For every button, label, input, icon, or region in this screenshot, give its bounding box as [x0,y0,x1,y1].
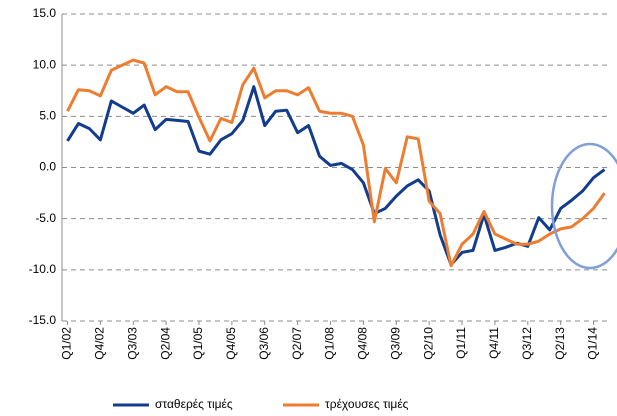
x-tick-label: Q3/12 [520,327,534,360]
y-tick-label: 5.0 [39,109,56,123]
plot: -15.0 -10.0 -5.0 0.0 5.0 10.0 15.0 Q1/02 Q4/02 Q3… [29,6,610,411]
x-tick-label: Q4/11 [487,327,501,359]
x-tick-label: Q4/08 [356,327,370,360]
x-tick-label: Q3/06 [257,327,271,360]
y-tick-label: -15.0 [29,313,57,327]
y-tick-label: 15.0 [33,6,57,20]
x-tick-label: Q2/04 [158,327,172,360]
x-tick-label: Q1/05 [191,327,205,360]
line-series [66,58,606,268]
y-tick-label: -5.0 [35,211,56,225]
x-tick-label: Q1/08 [323,327,337,360]
x-tick-label: Q3/03 [125,327,139,360]
x-tick-label: Q4/05 [224,327,238,360]
x-tick-label: Q3/09 [388,327,402,360]
legend-label: τρέχουσες τιμές [325,397,409,411]
x-tick-label: Q2/07 [290,327,304,360]
y-tick-label: 10.0 [33,57,57,71]
x-tick-label: Q1/14 [586,327,600,360]
x-tick-label: Q2/13 [553,327,567,360]
x-tick-label: Q1/02 [60,327,74,360]
x-tick-label: Q1/11 [454,327,468,359]
y-tick-label: -10.0 [29,262,57,276]
x-tick-label: Q4/02 [93,327,107,360]
legend-label: σταθερές τιμές [155,397,233,411]
x-tick-label: Q2/10 [421,327,435,360]
highlight-ellipse [550,142,617,270]
y-tick-label: 0.0 [39,160,56,174]
